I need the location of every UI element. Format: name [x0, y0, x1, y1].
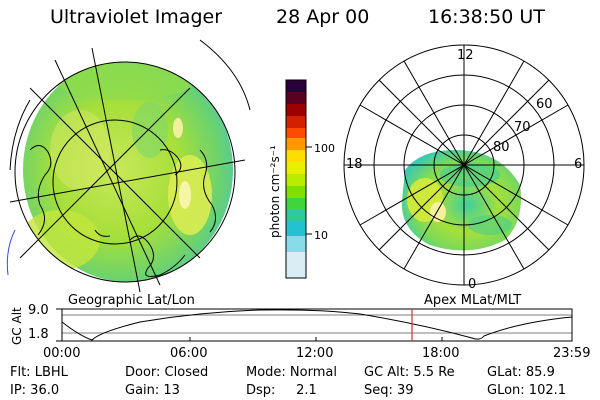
geographic-map: [6, 39, 251, 293]
mlat-label-70: 70: [514, 120, 531, 135]
status-gc-alt: GC Alt: 5.5 Re: [364, 365, 455, 380]
time-tick-1200: 12:00: [296, 346, 334, 361]
mlat-label-60: 60: [536, 97, 553, 112]
colorbar: [285, 79, 312, 279]
status-door: Door: Closed: [125, 365, 209, 380]
status-ip: IP: 36.0: [10, 383, 60, 398]
altitude-ylabel: GC Alt: [10, 307, 24, 345]
altitude-plot: [56, 308, 573, 342]
time-tick-0600: 06:00: [170, 346, 208, 361]
mlt-label-6: 6: [574, 157, 583, 172]
status-gain: Gain: 13: [125, 383, 180, 398]
magnetic-map: [343, 44, 585, 286]
status-seq: Seq: 39: [364, 383, 414, 398]
time-label: 16:38:50 UT: [428, 6, 545, 28]
colorbar-tick-100: 100: [314, 142, 335, 155]
status-filter: Flt: LBHL: [10, 365, 68, 380]
mlt-label-18: 18: [346, 157, 363, 172]
instrument-title: Ultraviolet Imager: [50, 6, 223, 28]
colorbar-units: photon cm⁻²s⁻¹: [268, 145, 282, 238]
status-mode: Mode: Normal: [246, 365, 337, 380]
status-glat: GLat: 85.9: [487, 365, 555, 380]
mlat-label-80: 80: [493, 140, 510, 155]
time-tick-1800: 18:00: [422, 346, 460, 361]
altitude-ytick-high: 9.0: [28, 303, 49, 318]
time-tick-0000: 00:00: [43, 346, 81, 361]
mlt-label-0: 0: [468, 277, 477, 292]
mlt-label-12: 12: [457, 48, 474, 63]
status-dsp: Dsp: 2.1: [246, 383, 317, 398]
altitude-ytick-low: 1.8: [28, 327, 49, 342]
status-glon: GLon: 102.1: [487, 383, 567, 398]
date-label: 28 Apr 00: [276, 6, 370, 28]
time-tick-2359: 23:59: [553, 346, 591, 361]
right-map-caption: Apex MLat/MLT: [424, 293, 522, 308]
colorbar-tick-10: 10: [314, 229, 328, 242]
left-map-caption: Geographic Lat/Lon: [68, 293, 195, 308]
